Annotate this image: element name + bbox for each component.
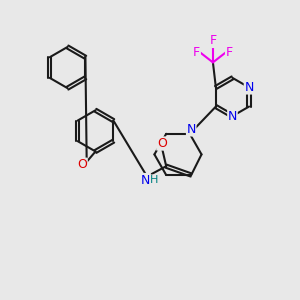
Text: N: N xyxy=(187,123,196,136)
Text: F: F xyxy=(226,46,233,59)
Text: N: N xyxy=(228,110,237,123)
Text: O: O xyxy=(157,137,167,150)
Text: N: N xyxy=(141,173,150,187)
Text: H: H xyxy=(150,175,159,185)
Text: N: N xyxy=(244,81,254,94)
Text: F: F xyxy=(209,34,217,47)
Text: O: O xyxy=(77,158,87,171)
Text: F: F xyxy=(193,46,200,59)
